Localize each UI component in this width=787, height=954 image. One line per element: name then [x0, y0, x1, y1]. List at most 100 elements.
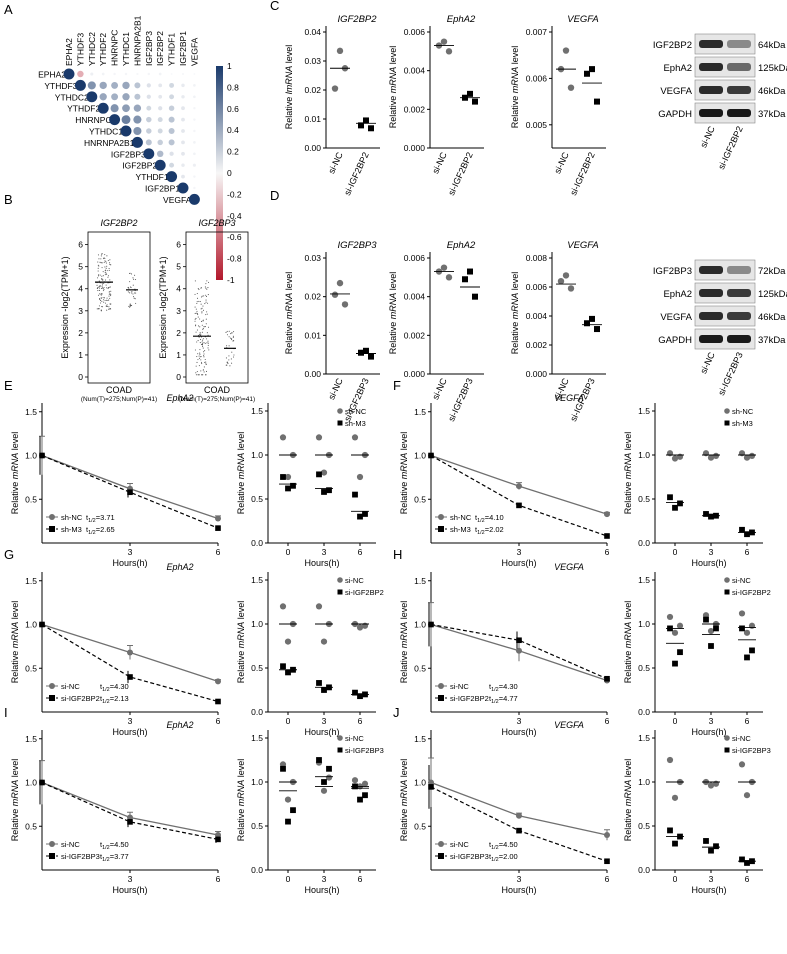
- tumor-point: [201, 312, 203, 314]
- tumor-point: [205, 294, 207, 296]
- tumor-point: [200, 370, 202, 372]
- y-axis-label-part: level: [399, 759, 409, 780]
- tumor-point: [199, 326, 201, 328]
- normal-point: [135, 302, 137, 304]
- tumor-point: [100, 285, 102, 287]
- matrix-cell: [177, 182, 189, 194]
- tumor-point: [195, 317, 197, 320]
- blot-band: [727, 266, 751, 274]
- gray-decay-point: [215, 678, 221, 685]
- blot-strip: [694, 79, 756, 101]
- tumor-point: [203, 366, 205, 368]
- tumor-point: [104, 254, 106, 256]
- blot-strip: [694, 328, 756, 350]
- gray-point: [284, 796, 292, 803]
- x-axis-label: Hours(h): [501, 558, 536, 568]
- y-axis-label-part: level: [236, 759, 246, 780]
- legend-square-marker: [438, 853, 444, 859]
- tumor-point: [109, 297, 111, 299]
- tumor-point: [200, 296, 203, 298]
- tumor-point: [196, 355, 198, 358]
- y-tick-label: 0.007: [526, 27, 548, 37]
- blot-band: [699, 266, 723, 274]
- tumor-point: [196, 361, 198, 364]
- black-point: [280, 663, 286, 670]
- tumor-point: [201, 344, 203, 346]
- tumor-point: [102, 258, 105, 260]
- matrix-row-label: YTHDF1: [136, 172, 169, 182]
- tumor-point: [107, 275, 110, 277]
- matrix-cell: [157, 117, 163, 123]
- x-axis-label: Hours(h): [691, 727, 726, 737]
- blot-protein-label: GAPDH: [658, 335, 692, 346]
- x-axis-label: Hours(h): [112, 885, 147, 895]
- tumor-point: [100, 292, 102, 295]
- tumor-point: [196, 310, 198, 312]
- tumor-point: [205, 283, 207, 285]
- black-point: [713, 625, 719, 632]
- tumor-point: [109, 262, 111, 264]
- gray-decay-point: [127, 814, 133, 821]
- tumor-point: [198, 289, 200, 291]
- gray-point: [315, 603, 323, 610]
- panel-label-G: G: [4, 547, 14, 562]
- legend-half-life: t1/2=2.00: [489, 852, 518, 863]
- normal-point: [228, 355, 230, 357]
- tumor-point: [201, 311, 203, 313]
- matrix-row-label: VEGFA: [163, 195, 192, 205]
- blot-band: [727, 86, 751, 94]
- plot-frame: [185, 231, 249, 384]
- tumor-point: [205, 287, 207, 289]
- normal-point: [133, 278, 135, 280]
- gray-decay-point: [516, 647, 522, 654]
- tumor-point: [98, 293, 101, 295]
- y-axis-label: Relative mRNA level: [10, 601, 20, 684]
- tumor-point: [99, 287, 101, 289]
- blot-band: [699, 63, 723, 71]
- half-life-value: =2.13: [110, 694, 129, 703]
- tumor-point: [195, 308, 197, 310]
- tumor-point: [196, 312, 199, 314]
- legend-series-name: si-NC: [450, 682, 469, 691]
- tumor-point: [197, 340, 199, 342]
- matrix-col-label: YTHDC2: [87, 32, 97, 66]
- tumor-point: [97, 261, 99, 263]
- black-point: [708, 643, 714, 649]
- half-life-symbol: t: [475, 513, 478, 522]
- y-axis-label-part: level: [388, 46, 398, 67]
- x-axis-label: Hours(h): [304, 727, 339, 737]
- y-axis-label-part: Expression -log2(TPM+1): [60, 256, 70, 358]
- y-axis-label-part: mRNA: [284, 293, 294, 320]
- tumor-point: [101, 287, 104, 289]
- panelD-western-blot: IGF2BP3 72kDa EphA2 125kDa VEGFA 46kDa GAPDH 37…: [653, 259, 787, 397]
- y-axis-label-part: Relative: [399, 648, 409, 683]
- tumor-point: [198, 374, 200, 376]
- tumor-point: [100, 262, 102, 264]
- x-tick-label: 6: [605, 716, 610, 726]
- y-axis-label-part: level: [10, 432, 20, 453]
- x-tick-label: 3: [128, 716, 133, 726]
- tumor-point: [200, 359, 202, 361]
- colorbar-tick: 0.8: [227, 82, 239, 92]
- y-tick-label: 0.0: [638, 707, 650, 717]
- y-axis-label-part: Relative: [510, 319, 520, 354]
- black-point: [667, 494, 673, 501]
- y-tick-label: 0: [78, 372, 83, 382]
- y-tick-label: 6: [78, 240, 83, 250]
- legend-square-marker: [724, 589, 730, 595]
- tumor-point: [204, 361, 206, 363]
- matrix-cell: [147, 72, 151, 76]
- y-axis-label-part: mRNA: [236, 453, 246, 480]
- tumor-point: [197, 359, 199, 361]
- panel-h-decay: 0.5 1.0 1.5 3 6 Hours(h) VEGFA Relative mRNA le…: [399, 562, 610, 737]
- blot-band: [699, 335, 723, 343]
- tumor-point: [205, 301, 207, 303]
- x-tick-label: si-NC: [430, 150, 449, 175]
- y-axis-label: Relative mRNA level: [623, 759, 633, 842]
- tumor-point: [207, 342, 209, 344]
- tumor-point: [194, 280, 196, 282]
- blot-band: [727, 109, 751, 117]
- tumor-point: [97, 286, 100, 288]
- blot-size-label: 125kDa: [758, 63, 787, 74]
- x-tick-label: 0: [286, 874, 291, 884]
